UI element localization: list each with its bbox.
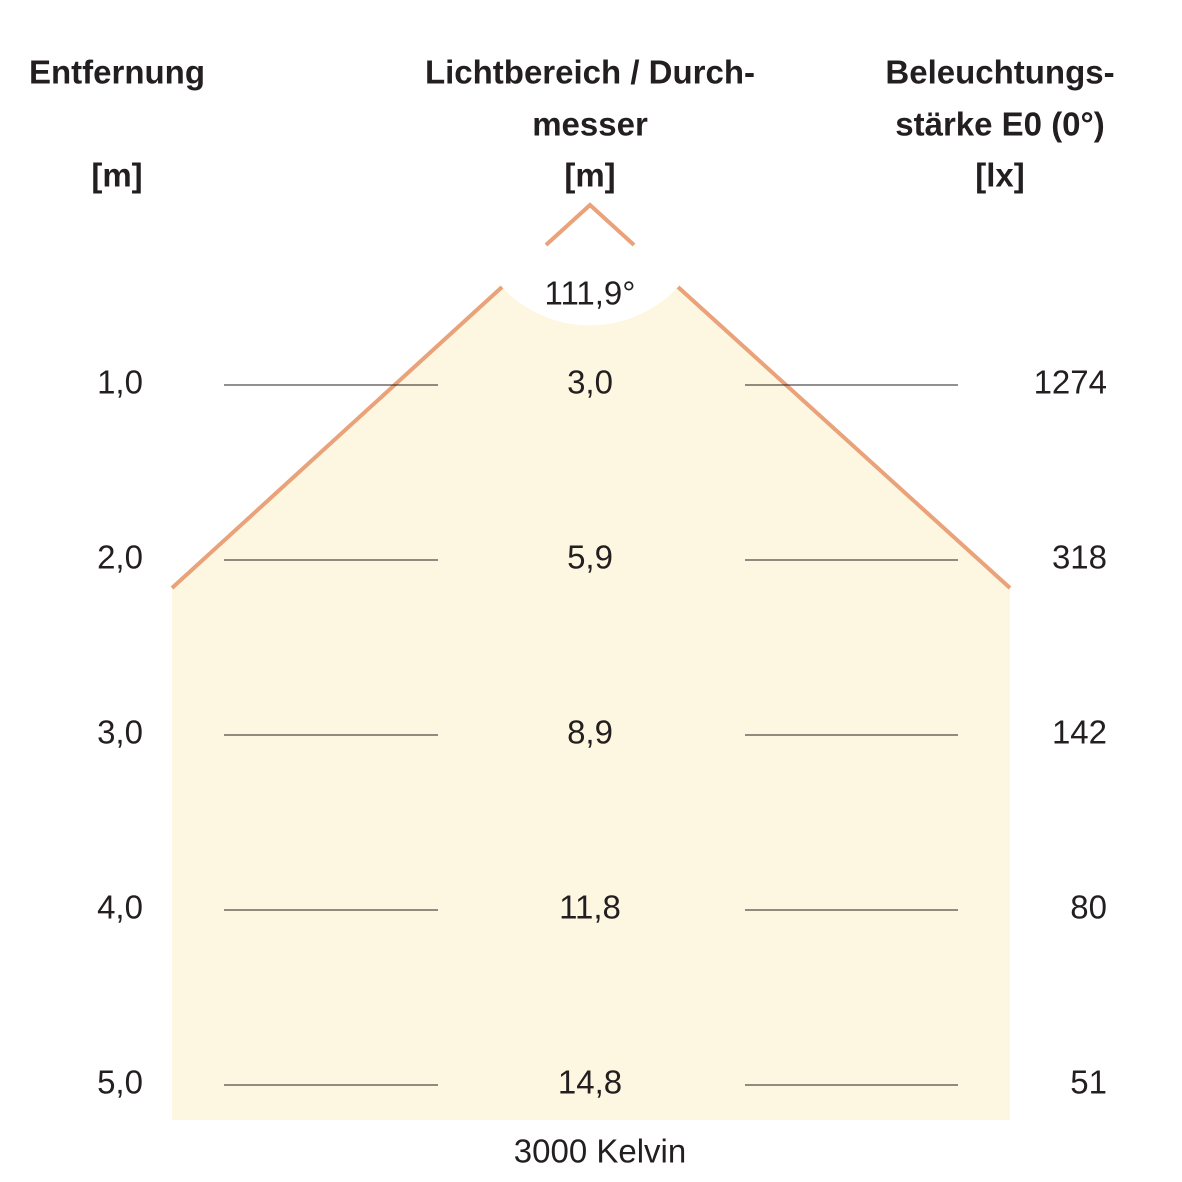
column-unit: [m] xyxy=(564,157,615,194)
beam-angle: 111,9° xyxy=(545,275,636,312)
illuminance: 318 xyxy=(1052,539,1107,576)
diameter: 8,9 xyxy=(567,714,613,751)
column-unit: [lx] xyxy=(975,157,1025,194)
diameter: 5,9 xyxy=(567,539,613,576)
diameter: 11,8 xyxy=(559,889,621,926)
illuminance: 1274 xyxy=(1034,364,1107,401)
distance: 4,0 xyxy=(97,889,143,926)
distance: 1,0 xyxy=(97,364,143,401)
distance: 2,0 xyxy=(97,539,143,576)
column-header: stärke E0 (0°) xyxy=(895,106,1104,143)
column-header: Beleuchtungs- xyxy=(885,54,1114,91)
column-header: Entfernung xyxy=(29,54,205,91)
diameter: 3,0 xyxy=(567,364,613,401)
illuminance: 80 xyxy=(1070,889,1107,926)
column-header: messer xyxy=(532,106,648,143)
column-unit: [m] xyxy=(91,157,142,194)
footer: 3000 Kelvin xyxy=(514,1133,686,1170)
column-header: Lichtbereich / Durch- xyxy=(425,54,755,91)
illuminance: 51 xyxy=(1070,1064,1107,1101)
light-cone xyxy=(172,287,1010,1120)
beam-edge xyxy=(170,202,1012,590)
distance: 5,0 xyxy=(97,1064,143,1101)
illuminance: 142 xyxy=(1052,714,1107,751)
distance: 3,0 xyxy=(97,714,143,751)
diameter: 14,8 xyxy=(558,1064,622,1101)
